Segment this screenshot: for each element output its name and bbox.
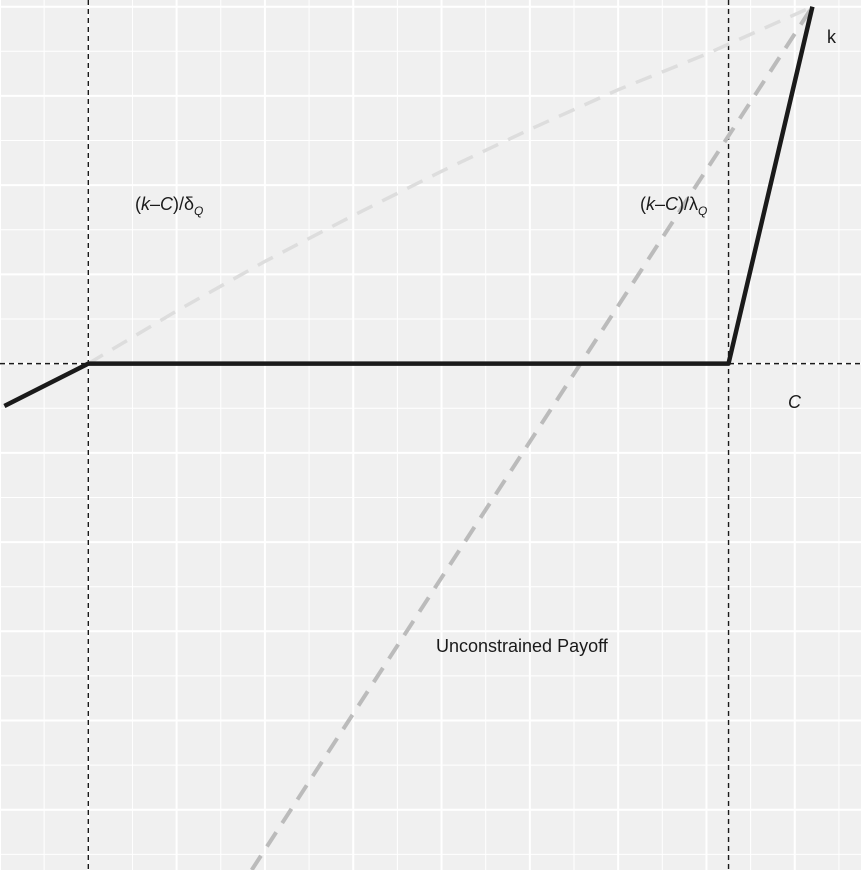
light-curve-line — [87, 5, 814, 366]
lambda-annotation: (k–C)/λQ — [640, 194, 707, 218]
series-layer — [3, 5, 815, 870]
k-label: k — [827, 27, 837, 47]
unconstrained-payoff-line — [250, 5, 815, 870]
solid-payoff-line — [3, 6, 815, 409]
delta-annotation: (k–C)/δQ — [135, 194, 203, 218]
unconstrained-payoff-label: Unconstrained Payoff — [436, 636, 609, 656]
c-label: C — [788, 392, 802, 412]
